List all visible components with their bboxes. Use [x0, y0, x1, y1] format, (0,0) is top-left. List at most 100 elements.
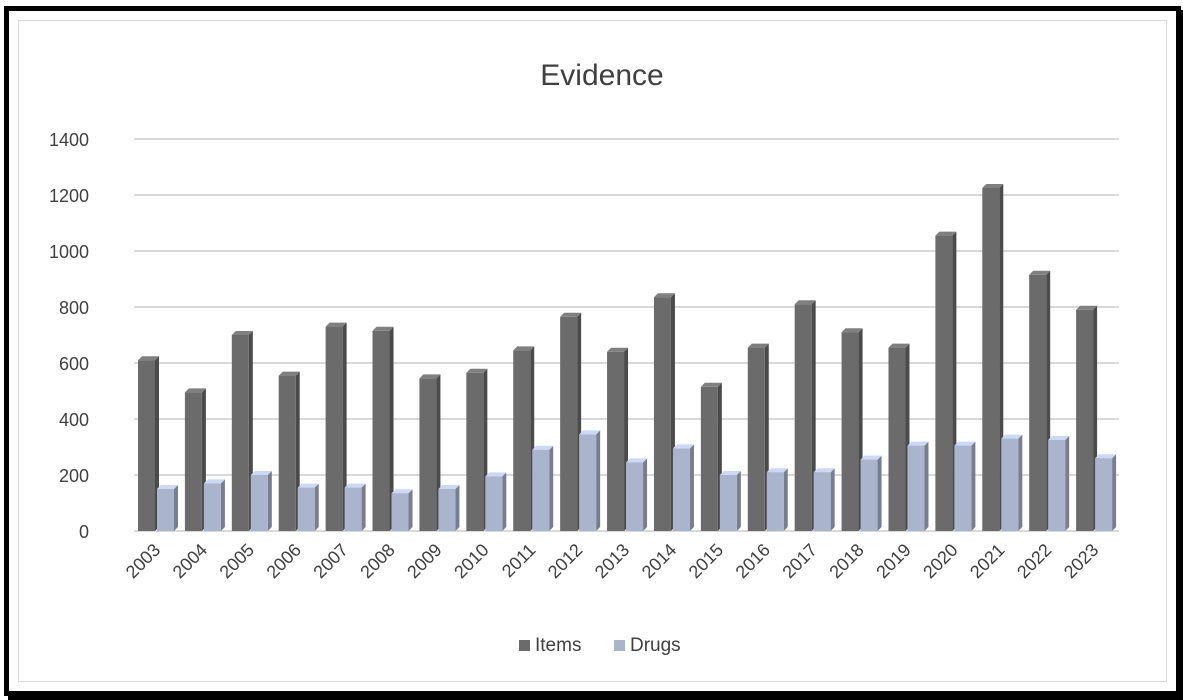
- bar-items-2010: [466, 368, 488, 531]
- bar-front: [719, 475, 737, 531]
- bar-items-2019: [888, 343, 910, 531]
- bar-front: [672, 448, 690, 531]
- bar-front: [700, 386, 718, 531]
- bar-top: [532, 445, 554, 450]
- bar-front: [1001, 438, 1019, 531]
- x-axis-labels: 2003 2004 2005 2006 2007 2008 2009 2010 2011 2012…: [122, 540, 1103, 582]
- bar-front: [419, 378, 437, 531]
- x-tick-label: 2007: [309, 540, 351, 582]
- legend: Items Drugs: [519, 635, 681, 656]
- bar-front: [579, 434, 597, 531]
- bar-top: [794, 300, 816, 305]
- bar-drugs-2011: [532, 445, 554, 531]
- bar-front: [982, 188, 1000, 531]
- bar-side: [1065, 436, 1070, 531]
- bar-front: [438, 489, 456, 531]
- bar-front: [747, 347, 765, 531]
- bar-front: [485, 476, 503, 531]
- bar-top: [1001, 434, 1023, 439]
- x-tick-label: 2017: [778, 540, 820, 582]
- x-tick-label: 2016: [732, 540, 774, 582]
- y-tick-label: 600: [59, 354, 89, 374]
- bar-front: [325, 326, 343, 531]
- bar-front: [203, 483, 221, 531]
- bar-top: [579, 430, 601, 435]
- bar-items-2003: [138, 356, 159, 531]
- bar-top: [813, 468, 835, 473]
- legend-swatch: [614, 640, 625, 651]
- bar-items-2021: [982, 184, 1004, 531]
- bar-items-2020: [935, 231, 957, 531]
- x-tick-label: 2019: [872, 540, 914, 582]
- bar-top: [888, 343, 910, 348]
- bar-top: [138, 356, 159, 361]
- bar-side: [1112, 454, 1117, 531]
- bar-front: [860, 459, 878, 531]
- bar-top: [982, 184, 1004, 188]
- bar-top: [184, 388, 206, 393]
- legend-label: Items: [535, 635, 581, 656]
- bar-top: [672, 444, 694, 449]
- bar-side: [1018, 434, 1023, 531]
- y-tick-label: 0: [79, 522, 89, 542]
- bar-items-2016: [747, 343, 769, 531]
- bar-front: [607, 351, 625, 531]
- bar-side: [596, 430, 601, 531]
- bar-front: [513, 350, 531, 531]
- bar-front: [1029, 274, 1047, 531]
- bar-front: [157, 489, 174, 531]
- bar-front: [794, 304, 812, 531]
- x-tick-label: 2022: [1013, 540, 1055, 582]
- y-tick-label: 400: [59, 410, 89, 430]
- bar-drugs-2013: [626, 458, 648, 531]
- bar-top: [747, 343, 769, 348]
- y-tick-label: 1400: [49, 130, 89, 150]
- bar-drugs-2009: [438, 485, 460, 531]
- bar-drugs-2023: [1095, 454, 1117, 531]
- bar-items-2008: [372, 326, 394, 531]
- x-tick-label: 2013: [591, 540, 633, 582]
- bar-front: [391, 493, 409, 531]
- bar-top: [607, 347, 629, 352]
- bar-side: [267, 471, 272, 531]
- bar-top: [1095, 454, 1117, 459]
- chart-area: Evidence 0 200 400 600 800 1000 1200 1400 2003 2…: [18, 20, 1167, 682]
- bar-top: [626, 458, 648, 463]
- bar-top: [391, 489, 413, 494]
- bar-side: [174, 485, 178, 531]
- bar-top: [231, 331, 253, 335]
- bar-top: [344, 483, 366, 488]
- outer-frame: Evidence 0 200 400 600 800 1000 1200 1400 2003 2…: [4, 6, 1181, 696]
- legend-swatch: [519, 640, 530, 651]
- bar-front: [466, 372, 484, 531]
- bar-front: [841, 332, 859, 531]
- x-tick-label: 2009: [403, 540, 445, 582]
- bar-side: [455, 485, 460, 531]
- y-tick-label: 800: [59, 298, 89, 318]
- bar-drugs-2004: [203, 479, 225, 531]
- bar-front: [372, 330, 390, 531]
- bar-top: [203, 479, 225, 484]
- bar-front: [813, 472, 831, 531]
- x-tick-label: 2008: [356, 540, 398, 582]
- bar-side: [643, 458, 648, 531]
- bar-drugs-2007: [344, 483, 366, 531]
- bar-side: [220, 479, 225, 531]
- bar-top: [513, 346, 535, 351]
- bar-top: [419, 374, 441, 379]
- bar-front: [138, 360, 155, 531]
- bar-items-2023: [1076, 305, 1098, 531]
- bar-side: [361, 483, 366, 531]
- bar-side: [924, 441, 929, 531]
- bar-side: [783, 468, 788, 531]
- bar-top: [372, 326, 394, 331]
- bar-top: [325, 322, 347, 327]
- x-tick-label: 2021: [966, 540, 1008, 582]
- bar-side: [502, 472, 507, 531]
- bar-items-2013: [607, 347, 629, 531]
- chart-title: Evidence: [540, 59, 663, 92]
- bar-items-2014: [653, 293, 675, 531]
- bar-front: [935, 235, 953, 531]
- legend-item-items: Items: [519, 635, 581, 656]
- bar-side: [736, 471, 741, 531]
